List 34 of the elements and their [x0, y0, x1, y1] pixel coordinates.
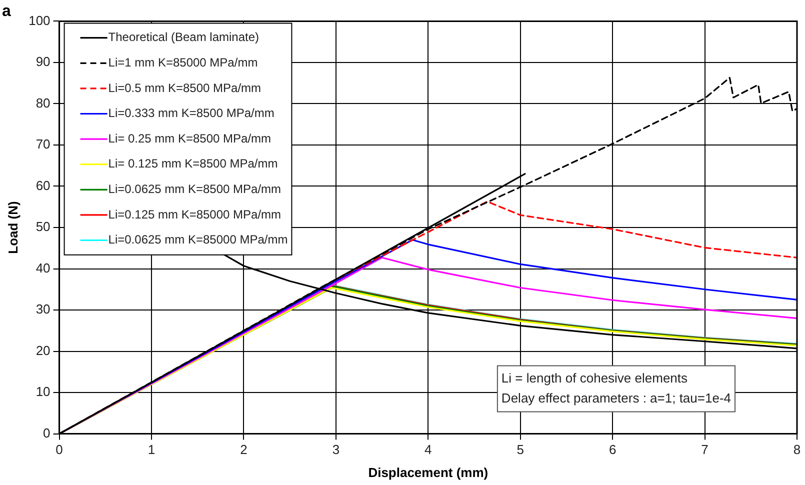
legend-label: Li=0.333 mm K=8500 MPa/mm	[108, 106, 274, 120]
x-tick-label: 1	[148, 442, 156, 458]
y-tick-label: 100	[28, 12, 50, 28]
y-tick-label: 50	[36, 219, 50, 234]
x-tick-label: 7	[701, 442, 708, 458]
x-tick-label: 3	[332, 442, 340, 458]
x-tick-label: 6	[608, 442, 616, 458]
x-tick-label: 8	[793, 442, 801, 458]
x-axis-title: Displacement (mm)	[368, 464, 488, 480]
y-tick-label: 90	[36, 54, 50, 70]
legend-label: Li=0.0625 mm K=8500 MPa/mm	[108, 182, 282, 196]
x-tick-label: 2	[240, 442, 248, 458]
legend-label: Li=0.0625 mm K=85000 MPa/mm	[108, 232, 288, 247]
x-tick-label: 0	[56, 442, 63, 458]
annotation: Li = length of cohesive elements	[501, 370, 688, 386]
y-tick-label: 60	[36, 178, 50, 193]
legend-label: Li=1 mm K=85000 MPa/mm	[108, 55, 258, 70]
y-tick-label: 10	[36, 384, 50, 400]
y-tick-label: 20	[36, 342, 50, 358]
annotation: Delay effect parameters : a=1; tau=1e-4	[501, 390, 732, 406]
legend-label: Li= 0.125 mm K=8500 MPa/mm	[108, 156, 278, 171]
x-tick-label: 4	[424, 442, 432, 458]
x-tick-label: 5	[516, 442, 524, 458]
y-tick-label: 80	[36, 95, 50, 110]
y-tick-label: 40	[36, 260, 50, 276]
legend-label: Li=0.125 mm K=85000 MPa/mm	[108, 207, 282, 222]
chart-title: a	[2, 3, 11, 20]
y-axis-title: Load (N)	[5, 201, 20, 254]
y-tick-label: 70	[36, 136, 50, 152]
legend-label: Li= 0.25 mm K=8500 MPa/mm	[108, 131, 272, 146]
y-tick-label: 0	[43, 425, 50, 440]
legend-label: Li=0.5 mm K=8500 MPa/mm	[108, 80, 262, 95]
y-tick-label: 30	[36, 302, 50, 317]
legend-label: Theoretical (Beam laminate)	[108, 30, 260, 44]
